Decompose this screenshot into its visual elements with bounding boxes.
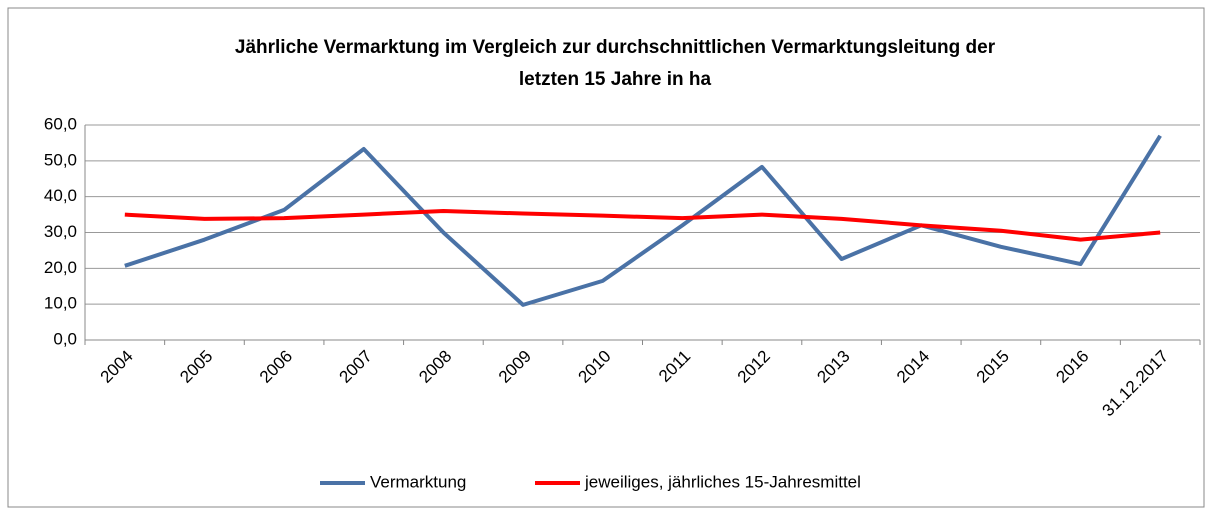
chart-title: Jährliche Vermarktung im Vergleich zur d… — [235, 37, 996, 58]
legend-label: jeweiliges, jährliches 15-Jahresmittel — [584, 472, 861, 491]
y-tick-label: 50,0 — [44, 150, 77, 169]
y-tick-label: 60,0 — [44, 114, 77, 133]
chart-border — [7, 7, 1205, 508]
y-tick-label: 20,0 — [44, 258, 77, 277]
line-series — [124, 209, 1161, 242]
y-tick-label: 0,0 — [53, 329, 77, 348]
y-tick-label: 40,0 — [44, 186, 77, 205]
y-tick-label: 30,0 — [44, 222, 77, 241]
legend-label: Vermarktung — [370, 472, 466, 491]
chart-title: letzten 15 Jahre in ha — [519, 69, 712, 90]
line-series — [124, 134, 1162, 307]
y-tick-label: 10,0 — [44, 294, 77, 313]
